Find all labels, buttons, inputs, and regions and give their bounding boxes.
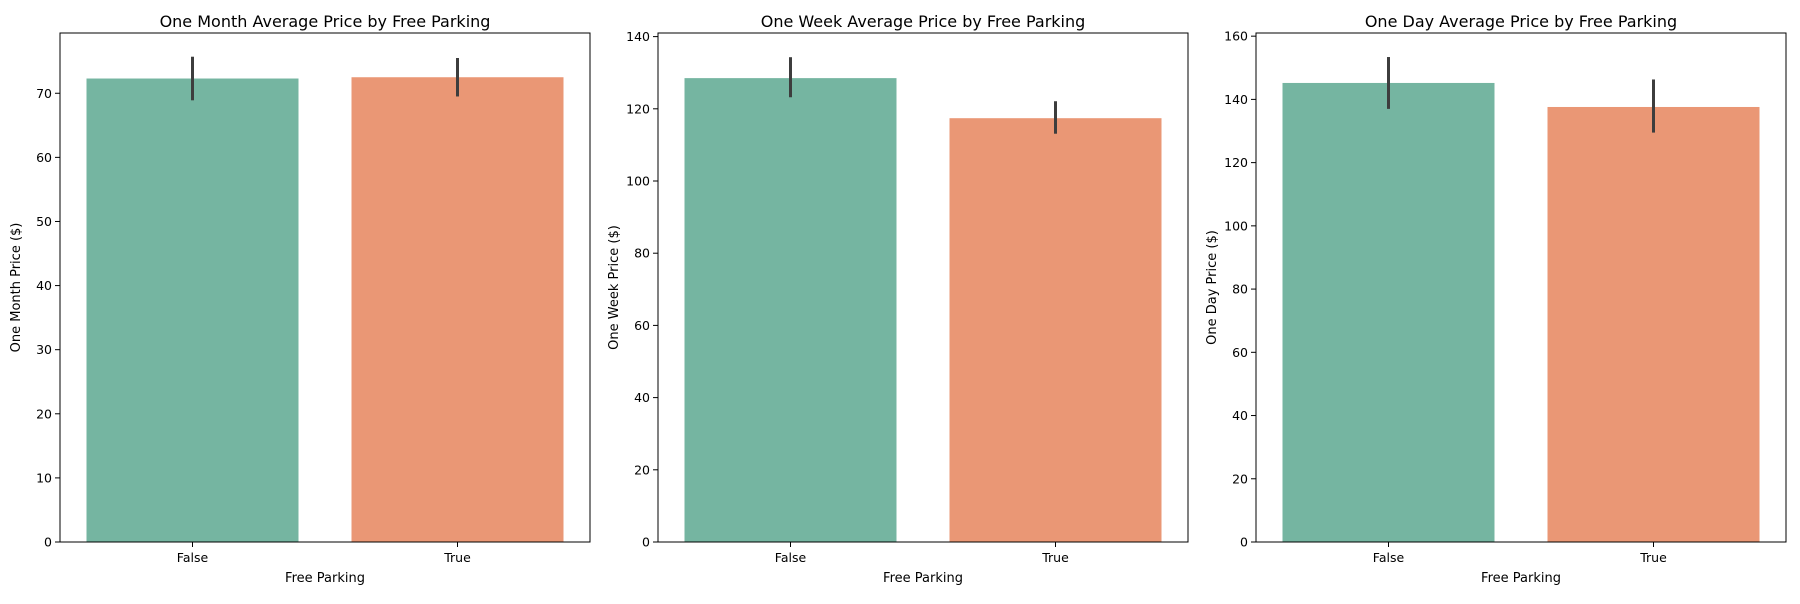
chart-panel-3: 0 20 40 60 80 100 120 140 160 False True One Day Av… bbox=[1205, 12, 1787, 586]
bar-true bbox=[351, 77, 564, 542]
x-tick-label-true: True bbox=[443, 550, 471, 565]
axes-frame bbox=[59, 32, 591, 543]
x-tick-label-true: True bbox=[1041, 550, 1069, 565]
y-tick-label: 0 bbox=[44, 535, 52, 550]
y-tick-label: 10 bbox=[36, 470, 52, 485]
y-tick-label: 20 bbox=[36, 406, 52, 421]
bar-true bbox=[1547, 106, 1760, 542]
y-tick-label: 140 bbox=[626, 29, 650, 44]
x-tick-label-false: False bbox=[1373, 550, 1405, 565]
bar-false bbox=[684, 78, 897, 542]
chart-title: One Week Average Price by Free Parking bbox=[761, 12, 1086, 31]
x-axis-label: Free Parking bbox=[883, 571, 963, 586]
y-tick-label: 100 bbox=[1224, 218, 1248, 233]
y-tick-label: 40 bbox=[36, 278, 52, 293]
y-tick-label: 120 bbox=[1224, 155, 1248, 170]
x-axis-label: Free Parking bbox=[285, 571, 365, 586]
y-tick-label: 80 bbox=[1232, 282, 1248, 297]
y-tick-label: 60 bbox=[1232, 345, 1248, 360]
axes-frame bbox=[1255, 32, 1787, 543]
bar-true bbox=[949, 118, 1162, 542]
y-tick-label: 100 bbox=[626, 174, 650, 189]
x-tick-label-false: False bbox=[177, 550, 209, 565]
x-axis-label: Free Parking bbox=[1481, 571, 1561, 586]
axes-frame bbox=[657, 32, 1189, 543]
y-tick-label: 70 bbox=[36, 86, 52, 101]
y-tick-label: 0 bbox=[642, 535, 650, 550]
y-tick-label: 20 bbox=[634, 462, 650, 477]
chart-panel-1: 0 10 20 30 40 50 60 70 False True One Month Averag… bbox=[9, 12, 591, 586]
y-axis-label: One Day Price ($) bbox=[1205, 230, 1220, 345]
y-tick-label: 120 bbox=[626, 101, 650, 116]
chart-title: One Month Average Price by Free Parking bbox=[160, 12, 491, 31]
x-tick-label-false: False bbox=[775, 550, 807, 565]
y-tick-label: 60 bbox=[634, 318, 650, 333]
bar-false bbox=[1282, 82, 1495, 543]
x-tick-label-true: True bbox=[1639, 550, 1667, 565]
y-tick-label: 80 bbox=[634, 246, 650, 261]
y-tick-label: 40 bbox=[1232, 408, 1248, 423]
y-tick-label: 40 bbox=[634, 390, 650, 405]
y-tick-label: 50 bbox=[36, 214, 52, 229]
y-tick-label: 30 bbox=[36, 342, 52, 357]
y-tick-label: 20 bbox=[1232, 471, 1248, 486]
chart-title: One Day Average Price by Free Parking bbox=[1365, 12, 1677, 31]
bar-false bbox=[86, 78, 299, 543]
y-tick-label: 60 bbox=[36, 150, 52, 165]
y-tick-label: 140 bbox=[1224, 92, 1248, 107]
y-tick-label: 160 bbox=[1224, 29, 1248, 44]
y-tick-label: 0 bbox=[1240, 535, 1248, 550]
y-axis-label: One Month Price ($) bbox=[9, 223, 24, 353]
y-axis-label: One Week Price ($) bbox=[607, 225, 622, 350]
chart-panel-2: 0 20 40 60 80 100 120 140 False True One Week Aver… bbox=[607, 12, 1189, 586]
